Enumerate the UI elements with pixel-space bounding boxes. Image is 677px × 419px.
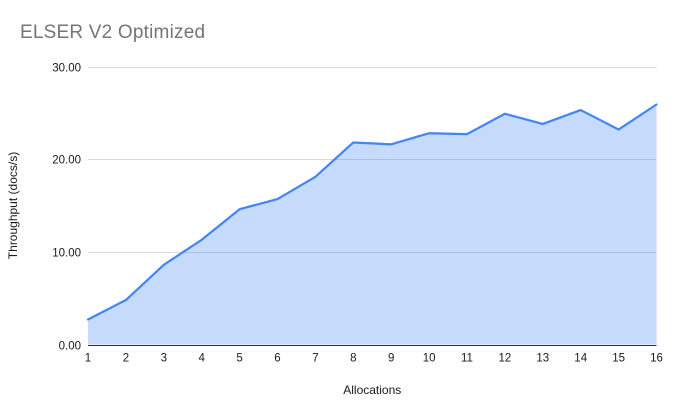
x-tick-label: 5 [236,353,242,365]
x-tick-label: 3 [161,353,167,365]
y-axis-title: Throughput (docs/s) [6,152,20,259]
x-tick-label: 9 [388,353,394,365]
x-tick-label: 1 [85,353,91,365]
x-tick-label: 13 [536,353,549,365]
x-tick-label: 4 [198,353,205,365]
chart-title: ELSER V2 Optimized [20,22,206,43]
x-tick-label: 12 [499,353,512,365]
y-tick-label: 20.00 [52,155,81,167]
x-tick-label: 15 [612,353,625,365]
x-tick-label: 16 [650,353,663,365]
x-tick-label: 10 [423,353,436,365]
y-tick-label: 30.00 [52,63,81,75]
y-tick-label: 10.00 [52,248,81,260]
x-tick-label: 14 [574,353,587,365]
data-line [86,103,658,321]
x-tick-label: 8 [350,353,356,365]
y-tick-label: 0.00 [59,341,81,353]
area-fill [88,104,657,345]
x-tick-label: 6 [274,353,280,365]
x-tick-label: 2 [123,353,129,365]
x-axis-title: Allocations [343,383,401,397]
x-tick-label: 7 [312,353,318,365]
x-tick-label: 11 [461,353,473,365]
